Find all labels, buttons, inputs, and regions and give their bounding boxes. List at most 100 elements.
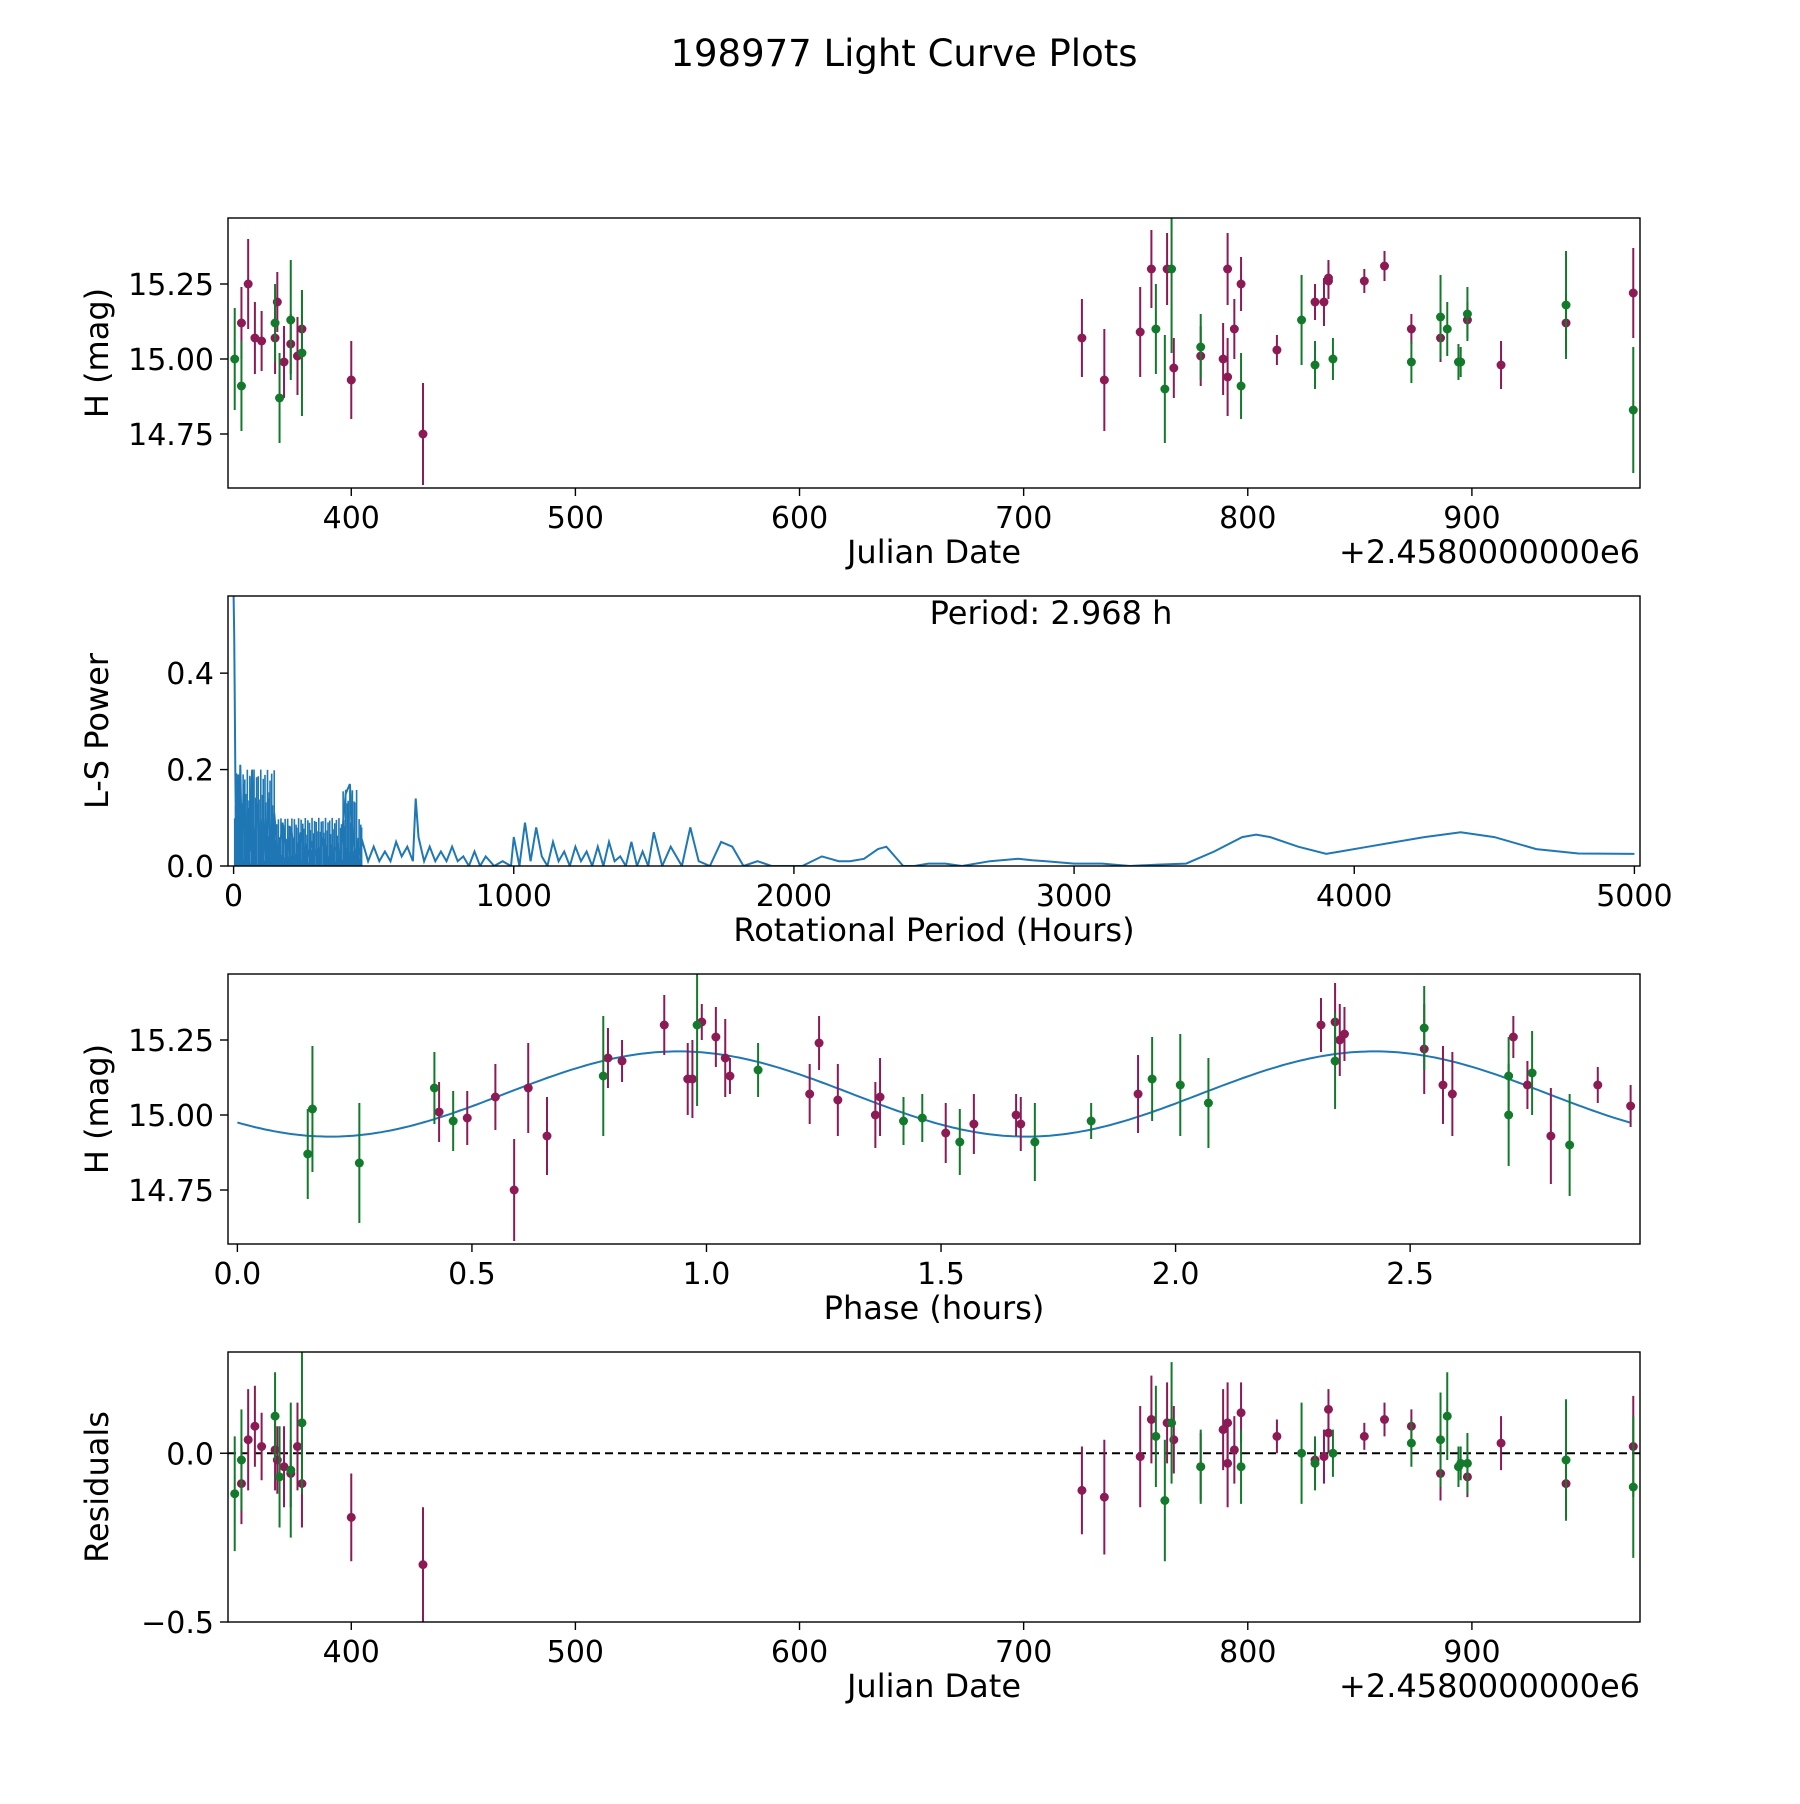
y-tick-label: 0.2 — [166, 754, 214, 789]
data-point-g — [354, 1158, 364, 1168]
data-point-g — [1151, 1431, 1161, 1441]
data-point-r — [1508, 1032, 1518, 1042]
data-point-r — [1146, 264, 1156, 274]
x-tick-label: 500 — [547, 1635, 604, 1670]
data-point-r — [1146, 1415, 1156, 1424]
x-tick-label: 1.5 — [917, 1257, 965, 1292]
x-tick-label: 900 — [1443, 1635, 1500, 1670]
data-point-r — [542, 1131, 552, 1141]
data-point-r — [603, 1053, 613, 1063]
x-tick-label: 2.5 — [1386, 1257, 1434, 1292]
data-point-r — [1406, 324, 1416, 334]
plot-frame — [227, 217, 1641, 489]
data-point-r — [1359, 276, 1369, 286]
fit-curve — [237, 1050, 1630, 1138]
data-point-g — [1196, 342, 1206, 352]
x-tick-label: 400 — [323, 1635, 380, 1670]
data-point-g — [1456, 1458, 1466, 1468]
x-tick-label: 800 — [1219, 1635, 1276, 1670]
y-tick-label: 0.0 — [166, 850, 214, 885]
x-tick-label: 4000 — [1316, 879, 1392, 914]
data-point-g — [1561, 1455, 1571, 1465]
data-point-g — [1442, 1411, 1452, 1421]
data-point-r — [1339, 1029, 1349, 1039]
data-point-r — [1593, 1080, 1603, 1090]
figure-title: 198977 Light Curve Plots — [670, 32, 1137, 75]
data-point-g — [1406, 1438, 1416, 1448]
data-point-r — [870, 1110, 880, 1120]
data-point-g — [270, 318, 280, 328]
data-point-r — [243, 279, 253, 289]
data-point-g — [1561, 300, 1571, 310]
data-point-r — [1223, 264, 1233, 274]
x-tick-label: 800 — [1219, 501, 1276, 536]
data-point-g — [753, 1065, 763, 1075]
data-point-r — [687, 1074, 697, 1084]
data-point-g — [1328, 354, 1338, 364]
data-point-r — [1229, 324, 1239, 334]
data-point-r — [1379, 1415, 1389, 1424]
data-point-r — [1359, 1431, 1369, 1441]
data-point-r — [250, 333, 260, 343]
data-point-r — [279, 1462, 289, 1472]
y-tick-label: 15.00 — [128, 343, 214, 378]
data-point-g — [692, 1020, 702, 1030]
data-point-r — [833, 1095, 843, 1105]
y-axis-label: H (mag) — [78, 1044, 116, 1174]
panel-4: 400 500 600 700 800 900 −0.5 0.0 Julian Date Resi… — [78, 1351, 1641, 1705]
data-point-r — [279, 357, 289, 367]
plot-area — [228, 1352, 1640, 1622]
data-point-r — [462, 1113, 472, 1123]
data-point-g — [1236, 1462, 1246, 1472]
data-point-r — [617, 1056, 627, 1066]
data-point-r — [418, 1560, 428, 1570]
y-tick-label: 15.25 — [128, 268, 214, 303]
data-point-r — [725, 1071, 735, 1081]
x-tick-label: 2000 — [756, 879, 832, 914]
data-point-r — [1496, 360, 1506, 370]
data-point-g — [1310, 1458, 1320, 1468]
data-point-g — [236, 381, 246, 391]
data-point-r — [1438, 1080, 1448, 1090]
data-point-r — [1016, 1119, 1026, 1129]
data-point-r — [1496, 1438, 1506, 1448]
data-point-g — [303, 1149, 313, 1159]
data-point-r — [1379, 261, 1389, 271]
data-point-r — [1626, 1101, 1636, 1111]
data-point-g — [286, 315, 296, 325]
data-point-g — [955, 1137, 965, 1147]
data-point-g — [1160, 384, 1170, 394]
data-point-g — [1462, 309, 1472, 319]
data-point-r — [292, 1442, 302, 1451]
data-point-g — [230, 1489, 240, 1499]
data-point-g — [1297, 1448, 1307, 1458]
data-point-g — [270, 1411, 280, 1421]
data-point-r — [1169, 363, 1179, 373]
data-point-g — [1167, 1418, 1177, 1428]
data-point-g — [236, 1455, 246, 1465]
y-tick-label: 0.0 — [166, 1437, 214, 1472]
data-point-g — [448, 1116, 458, 1126]
data-point-g — [1330, 1056, 1340, 1066]
x-axis-label: Phase (hours) — [824, 1289, 1045, 1327]
data-point-g — [1504, 1110, 1514, 1120]
data-point-r — [1319, 297, 1329, 307]
x-tick-label: 0.5 — [448, 1257, 496, 1292]
data-point-r — [1218, 1425, 1228, 1435]
data-point-g — [1297, 315, 1307, 325]
y-tick-label: 14.75 — [128, 418, 214, 453]
data-point-r — [1310, 297, 1320, 307]
plot-area — [237, 974, 1636, 1241]
x-offset-text: +2.4580000000e6 — [1339, 1667, 1640, 1705]
data-point-r — [1236, 1408, 1246, 1418]
data-point-g — [1328, 1448, 1338, 1458]
data-point-g — [1628, 405, 1638, 415]
data-point-g — [899, 1116, 909, 1126]
data-point-g — [1310, 360, 1320, 370]
data-point-r — [1522, 1080, 1532, 1090]
data-point-r — [1218, 354, 1228, 364]
data-point-r — [1223, 1458, 1233, 1468]
